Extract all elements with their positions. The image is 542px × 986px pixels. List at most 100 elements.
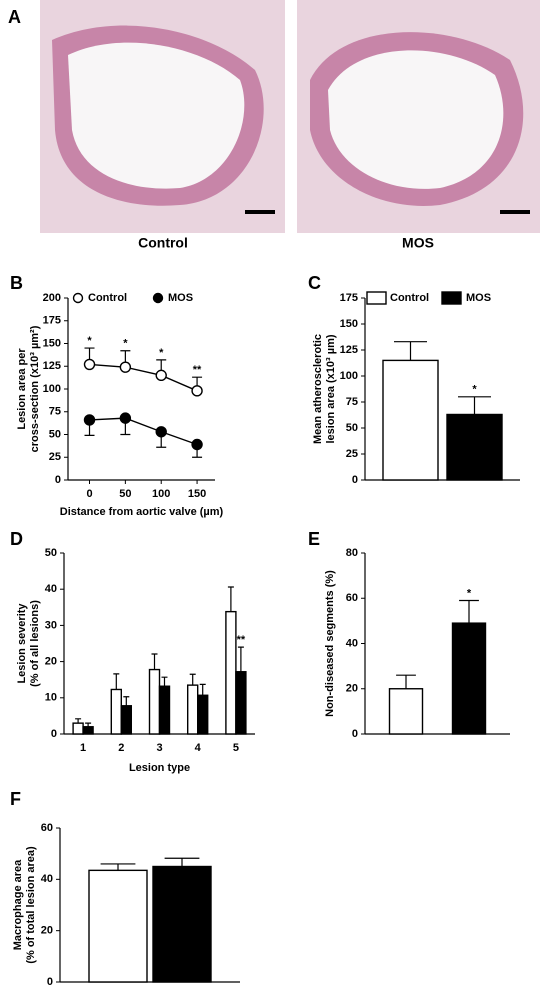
y-tick-label: 175	[43, 315, 61, 327]
bar	[382, 359, 439, 481]
bar	[186, 684, 199, 735]
micrograph-mos	[297, 0, 540, 233]
x-tick-label: 1	[80, 742, 86, 754]
point	[83, 358, 96, 371]
y-axis-label: Lesion area per	[16, 348, 28, 430]
panel-letter: B	[10, 273, 23, 293]
significance: *	[159, 347, 164, 359]
legend-marker	[366, 291, 387, 305]
error-bar	[458, 396, 491, 415]
bar	[158, 685, 171, 735]
caption: Control	[138, 235, 188, 251]
line	[89, 417, 198, 446]
y-tick-label: 0	[352, 728, 358, 740]
legend-marker	[152, 292, 164, 304]
panel-letter: E	[308, 529, 320, 549]
error-bar	[75, 718, 82, 724]
x-tick-label: 4	[195, 742, 202, 754]
bar	[446, 413, 503, 481]
y-axis-label: lesion area (x10³ µm)	[325, 334, 337, 443]
bar	[148, 668, 161, 735]
x-axis-label: Lesion type	[129, 762, 190, 774]
x-axis-label: Distance from aortic valve (µm)	[60, 506, 224, 518]
x-tick-label: 0	[86, 488, 92, 500]
line	[89, 363, 198, 392]
y-tick-label: 150	[340, 318, 358, 330]
error-bar	[161, 676, 168, 687]
y-tick-label: 0	[55, 474, 61, 486]
legend-label: Control	[390, 292, 429, 304]
panel-letter: D	[10, 529, 23, 549]
y-tick-label: 125	[43, 360, 61, 372]
bar	[196, 694, 209, 735]
legend-label: Control	[88, 292, 127, 304]
bar	[120, 705, 133, 735]
caption: MOS	[402, 235, 434, 251]
bar	[225, 610, 237, 735]
y-tick-label: 20	[45, 656, 57, 668]
y-tick-label: 30	[45, 619, 57, 631]
bar	[451, 622, 487, 735]
micrograph-control	[40, 0, 285, 233]
y-tick-label: 40	[45, 583, 57, 595]
error-bar	[394, 341, 427, 361]
significance: *	[87, 335, 92, 347]
error-bar	[113, 673, 120, 690]
x-tick-label: 5	[233, 742, 239, 754]
error-bar	[237, 646, 244, 672]
y-axis-label: cross-section (x10³ µm²)	[29, 325, 41, 452]
x-tick-label: 3	[156, 742, 162, 754]
point	[119, 361, 132, 373]
legend-label: MOS	[168, 292, 193, 304]
y-axis-label: Macrophage area	[12, 859, 24, 950]
y-tick-label: 20	[41, 925, 53, 937]
y-tick-label: 75	[346, 396, 358, 408]
point	[155, 369, 167, 382]
y-tick-label: 50	[45, 547, 57, 559]
x-tick-label: 2	[118, 742, 124, 754]
y-tick-label: 50	[346, 422, 358, 434]
point	[119, 412, 132, 424]
x-tick-label: 150	[188, 488, 206, 500]
x-tick-label: 100	[152, 488, 170, 500]
significance: *	[467, 587, 472, 599]
point	[191, 385, 203, 397]
bar	[235, 671, 247, 735]
error-bar	[459, 599, 479, 624]
y-tick-label: 0	[47, 976, 53, 986]
y-axis-label: Non-diseased segments (%)	[324, 570, 336, 717]
y-tick-label: 20	[346, 683, 358, 695]
point	[191, 438, 203, 451]
error-bar	[164, 857, 200, 867]
point	[155, 426, 167, 438]
significance: **	[237, 634, 246, 646]
y-tick-label: 0	[352, 474, 358, 486]
error-bar	[199, 683, 206, 696]
y-tick-label: 175	[340, 292, 358, 304]
y-axis-label: Mean atherosclerotic	[312, 334, 324, 444]
bar	[82, 726, 94, 735]
y-tick-label: 0	[51, 728, 57, 740]
error-bar	[151, 653, 158, 670]
legend-marker	[72, 292, 84, 304]
y-tick-label: 50	[49, 428, 61, 440]
significance: *	[472, 384, 477, 396]
y-tick-label: 10	[45, 692, 57, 704]
point	[83, 414, 96, 426]
bar	[152, 865, 212, 983]
y-tick-label: 25	[346, 448, 358, 460]
y-tick-label: 60	[41, 822, 53, 834]
y-axis-label: (% of total lesion area)	[25, 846, 37, 964]
bar	[88, 869, 148, 983]
panel-letter: A	[8, 7, 21, 27]
legend-label: MOS	[466, 292, 491, 304]
bar	[110, 688, 123, 735]
bar	[388, 688, 424, 735]
panel-letter: C	[308, 273, 321, 293]
y-tick-label: 100	[340, 370, 358, 382]
error-bar	[189, 673, 196, 686]
y-tick-label: 80	[346, 547, 358, 559]
significance: **	[193, 364, 202, 376]
significance: *	[123, 338, 128, 350]
